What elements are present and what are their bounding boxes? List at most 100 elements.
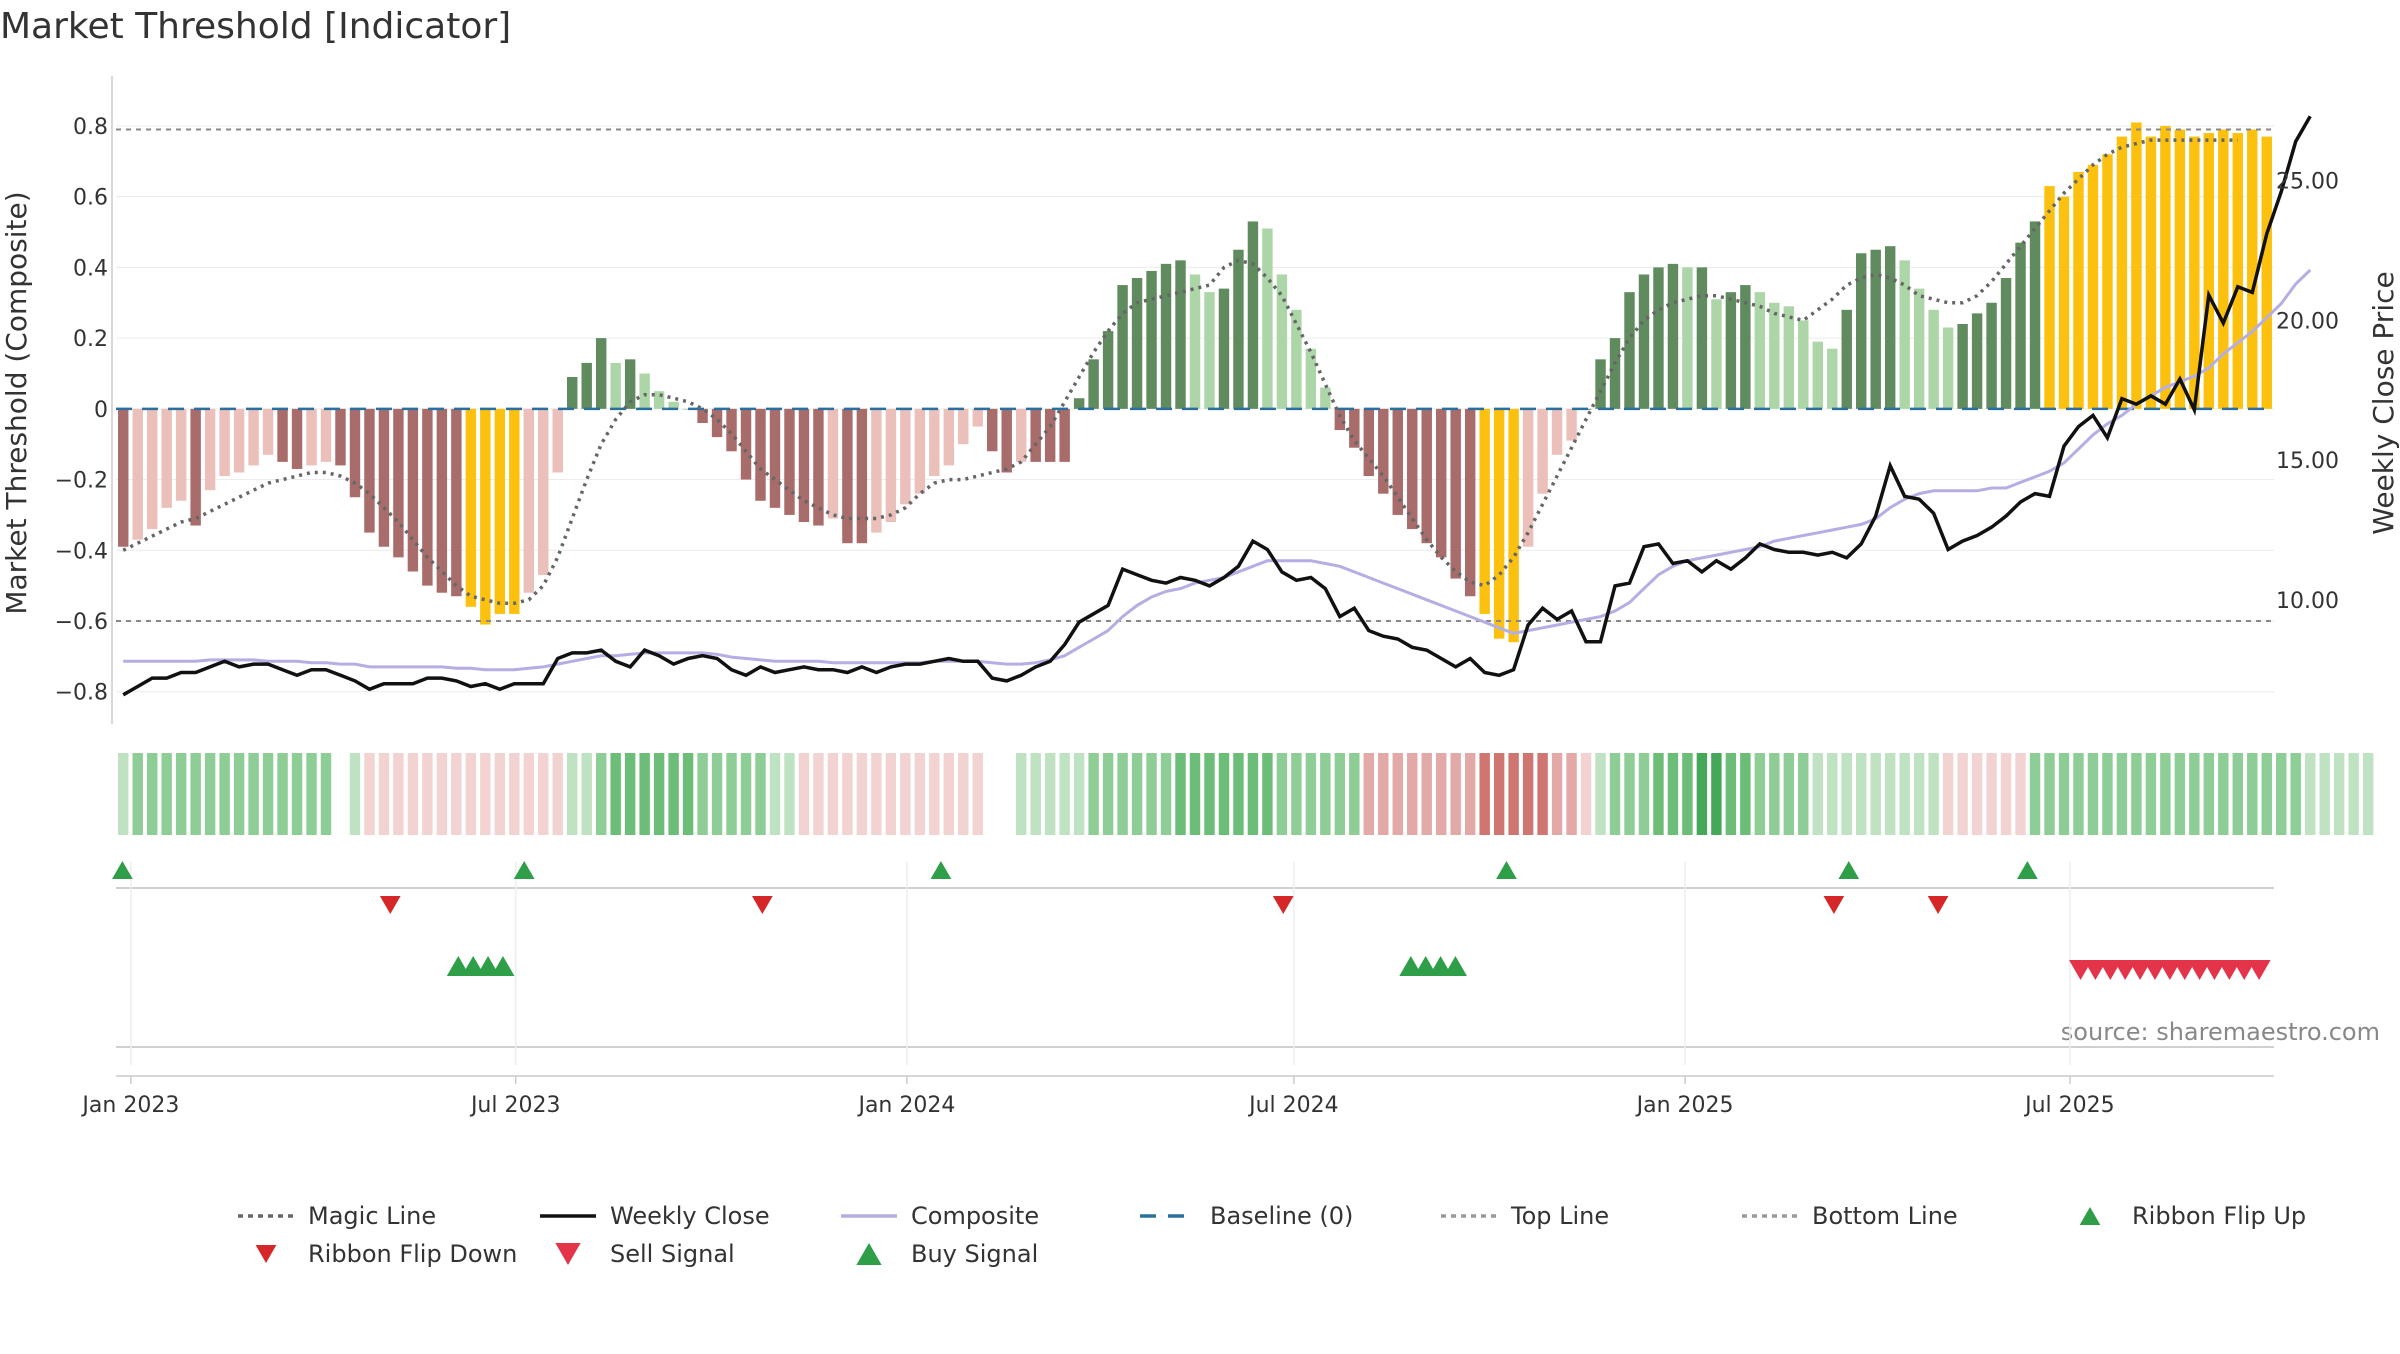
bars-layer	[118, 122, 2272, 643]
buy-signal-marker	[1429, 956, 1453, 976]
ribbon-cell	[1986, 753, 1997, 835]
composite-bar	[1551, 408, 1563, 455]
ribbon-cell	[2189, 753, 2200, 835]
composite-bar	[1971, 313, 1983, 409]
ribbon-cell	[219, 753, 230, 835]
ribbon-cell	[538, 753, 549, 835]
ribbon-cell	[972, 753, 983, 835]
composite-bar	[929, 408, 940, 477]
composite-bar	[1407, 408, 1418, 530]
ribbon-cell	[1522, 753, 1534, 835]
composite-bar	[233, 408, 245, 473]
composite-bar	[1464, 408, 1476, 597]
composite-bar	[1059, 408, 1070, 462]
y2-axis-title: Weekly Close Price	[2367, 271, 2400, 534]
y-tick-label: 0.6	[73, 186, 108, 211]
legend: Magic Line Weekly Close Composite Baseline …	[238, 1202, 2306, 1268]
buy-signal-marker	[1399, 956, 1423, 976]
ribbon-cell	[1291, 753, 1302, 835]
composite-bar	[262, 408, 274, 455]
composite-bar	[2015, 242, 2026, 409]
composite-bar	[2261, 136, 2272, 409]
ribbon-cell	[1928, 753, 1939, 835]
buy-signal-marker	[461, 956, 485, 976]
ribbon-cell	[1566, 753, 1577, 835]
ribbon-cell	[118, 753, 129, 835]
composite-bar	[1117, 285, 1128, 409]
y-tick-label: 0.8	[73, 115, 108, 140]
composite-bar	[2174, 129, 2186, 409]
composite-bar	[871, 408, 882, 533]
composite-bar	[1175, 260, 1186, 409]
legend-label: Bottom Line	[1812, 1202, 1958, 1230]
ribbon-cell	[726, 753, 737, 835]
ribbon-cell	[1464, 753, 1476, 835]
ribbon-cell	[2232, 753, 2244, 835]
composite-bar	[987, 408, 998, 452]
ribbon-cell	[1580, 753, 1592, 835]
composite-bar	[1001, 408, 1012, 473]
composite-bar	[190, 408, 201, 526]
ribbon-cell	[1262, 753, 1273, 835]
composite-bar	[1073, 398, 1085, 409]
ribbon-cell	[1450, 753, 1461, 835]
composite-bar	[1262, 228, 1273, 409]
composite-bar	[248, 408, 259, 466]
buy-signal-marker	[476, 956, 500, 976]
ribbon-cell	[2087, 753, 2099, 835]
ribbon-cell	[2290, 753, 2301, 835]
ribbon-cell	[1870, 753, 1881, 835]
ribbon-cell	[262, 753, 274, 835]
ribbon-cell	[1812, 753, 1823, 835]
ribbon-cell	[711, 753, 723, 835]
ribbon-cell	[480, 753, 491, 835]
ribbon-cell	[2218, 753, 2229, 835]
composite-bar	[320, 408, 332, 462]
y2-tick-label: 25.00	[2276, 170, 2339, 195]
ribbon-cell	[1841, 753, 1852, 835]
ribbon-cell	[1044, 753, 1056, 835]
ribbon-cell	[798, 753, 810, 835]
composite-bar	[1493, 408, 1505, 639]
y-tick-label: −0.6	[55, 610, 108, 635]
composite-bar	[842, 408, 853, 544]
x-tick-label: Jan 2024	[856, 1093, 955, 1118]
composite-bar	[219, 408, 230, 477]
legend-swatch	[255, 1245, 277, 1263]
composite-bar	[1421, 408, 1432, 544]
ribbon-cell	[1247, 753, 1259, 835]
chart-title: Market Threshold [Indicator]	[0, 6, 511, 47]
ribbon-cell	[2102, 753, 2113, 835]
composite-bar	[422, 408, 433, 586]
composite-bar	[1942, 327, 1954, 409]
composite-bar	[1624, 292, 1635, 409]
ribbon-cell	[1942, 753, 1954, 835]
ribbon-cell	[1957, 753, 1968, 835]
ribbon-cell	[146, 753, 158, 835]
composite-bar	[856, 408, 868, 544]
ribbon-cell	[1971, 753, 1983, 835]
ribbon-cell	[451, 753, 462, 835]
ribbon-cell	[1146, 753, 1157, 835]
composite-bar	[480, 408, 491, 625]
ribbon-cell	[2276, 753, 2287, 835]
composite-bar	[711, 408, 723, 438]
ribbon-cell	[1030, 753, 1041, 835]
ribbon-cell	[1827, 753, 1838, 835]
composite-bar	[1479, 408, 1490, 614]
ribbon-flip-up-marker	[930, 861, 952, 879]
y-axis-title: Market Threshold (Composite)	[0, 191, 33, 614]
composite-bar	[1870, 249, 1881, 409]
ribbon-cell	[2362, 753, 2374, 835]
composite-bar	[1769, 302, 1780, 409]
composite-bar	[393, 408, 404, 558]
ribbon-cell	[248, 753, 259, 835]
legend-item: Ribbon Flip Up	[2079, 1202, 2306, 1230]
composite-bar	[885, 408, 897, 522]
ribbon-cell	[567, 753, 578, 835]
ribbon-cell	[2261, 753, 2272, 835]
ribbon-cell	[929, 753, 940, 835]
composite-bar	[306, 408, 317, 466]
composite-bar	[2044, 186, 2055, 409]
